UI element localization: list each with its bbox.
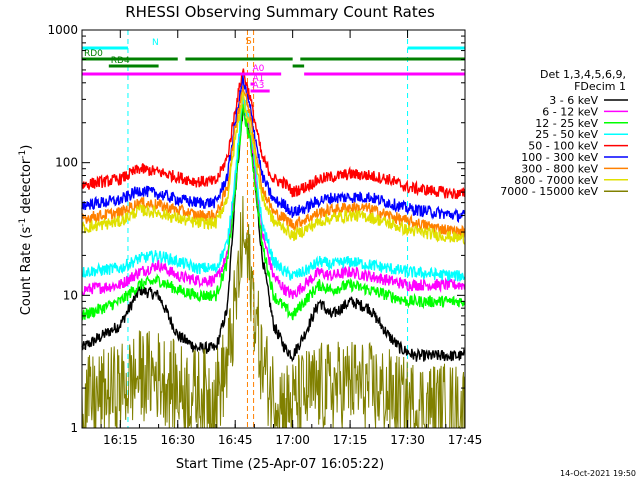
x-tick-label: 17:15: [333, 433, 368, 447]
series-line: [81, 195, 466, 430]
legend-label: 6 - 12 keV: [542, 105, 598, 118]
legend-label: 50 - 100 keV: [528, 140, 598, 153]
legend-header: Det 1,3,4,5,6,9,: [540, 68, 626, 81]
x-tick-label: 17:45: [448, 433, 483, 447]
legend-label: 12 - 25 keV: [535, 117, 598, 130]
y-axis-label: Count Rate (s-1 detector-1): [18, 145, 34, 316]
y-tick-label: 100: [55, 156, 78, 170]
legend-label: 300 - 800 keV: [521, 162, 598, 175]
flag-label: A1: [253, 74, 265, 84]
legend-label: 100 - 300 keV: [521, 151, 598, 164]
x-tick-label: 17:00: [275, 433, 310, 447]
series-line: [81, 97, 465, 282]
x-tick-label: 16:45: [218, 433, 253, 447]
saa-flag-label: S: [245, 36, 251, 47]
flag-label: A3: [253, 81, 265, 91]
y-tick-label: 1: [70, 421, 78, 435]
legend-label: 3 - 6 keV: [549, 94, 598, 107]
flag-label: RD4: [111, 56, 130, 66]
chart-title: RHESSI Observing Summary Count Rates: [125, 3, 435, 21]
series-line: [81, 85, 466, 239]
flag-label: N: [152, 38, 159, 48]
series-line: [81, 103, 466, 321]
flag-label: RD0: [84, 49, 103, 59]
series-line: [81, 106, 466, 363]
series-line: [81, 68, 466, 200]
legend-label: 7000 - 15000 keV: [500, 185, 598, 198]
legend-label: 25 - 50 keV: [535, 128, 598, 141]
x-axis-ticks: 16:15 16:30 16:45 17:00 17:15 17:30 17:45: [81, 30, 483, 447]
flag-label: A0: [253, 64, 265, 74]
y-axis-ticks: 1 10 100 1000: [47, 23, 465, 435]
legend-header: FDecim 1: [574, 80, 626, 93]
x-tick-label: 16:15: [103, 433, 138, 447]
x-axis-label: Start Time (25-Apr-07 16:05:22): [176, 457, 384, 472]
y-tick-label: 1000: [47, 23, 78, 37]
footer-date: 14-Oct-2021 19:50: [560, 469, 636, 478]
series-line: [81, 91, 465, 245]
x-tick-label: 17:30: [390, 433, 425, 447]
series-line: [81, 99, 466, 300]
series-line: [81, 75, 466, 224]
y-tick-label: 10: [63, 288, 78, 302]
legend-label: 800 - 7000 keV: [514, 174, 598, 187]
x-tick-label: 16:30: [160, 433, 195, 447]
